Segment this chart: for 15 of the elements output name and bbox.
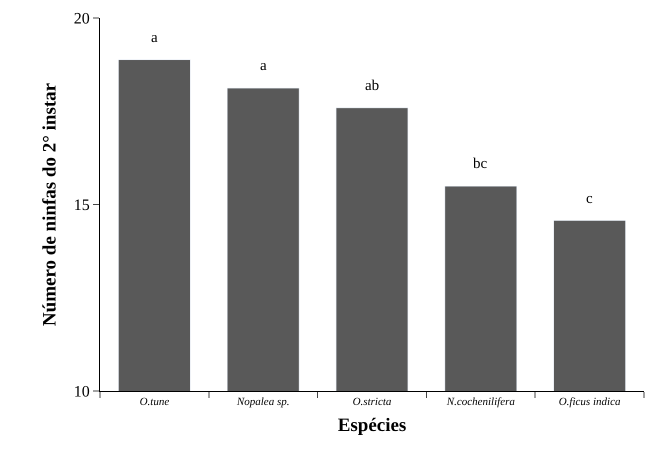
y-tick-label: 15 [74, 197, 90, 214]
x-tick-label: O.tune [140, 396, 170, 408]
annotation: c [586, 191, 593, 207]
annotation: a [151, 30, 158, 46]
annotation: ab [365, 78, 380, 94]
y-axis-title: Número de ninfas do 2° instar [40, 82, 61, 326]
x-tick-label: Nopalea sp. [236, 396, 290, 408]
annotation: bc [473, 156, 488, 172]
x-tick-label: O.stricta [352, 396, 392, 408]
x-tick-label: N.cochenilifera [446, 396, 516, 408]
x-tick-label: O.ficus indica [558, 396, 621, 408]
x-axis-title: Espécies [338, 415, 406, 436]
y-tick-label: 10 [74, 384, 90, 401]
y-tick-label: 20 [74, 10, 90, 28]
annotation: a [260, 58, 267, 74]
